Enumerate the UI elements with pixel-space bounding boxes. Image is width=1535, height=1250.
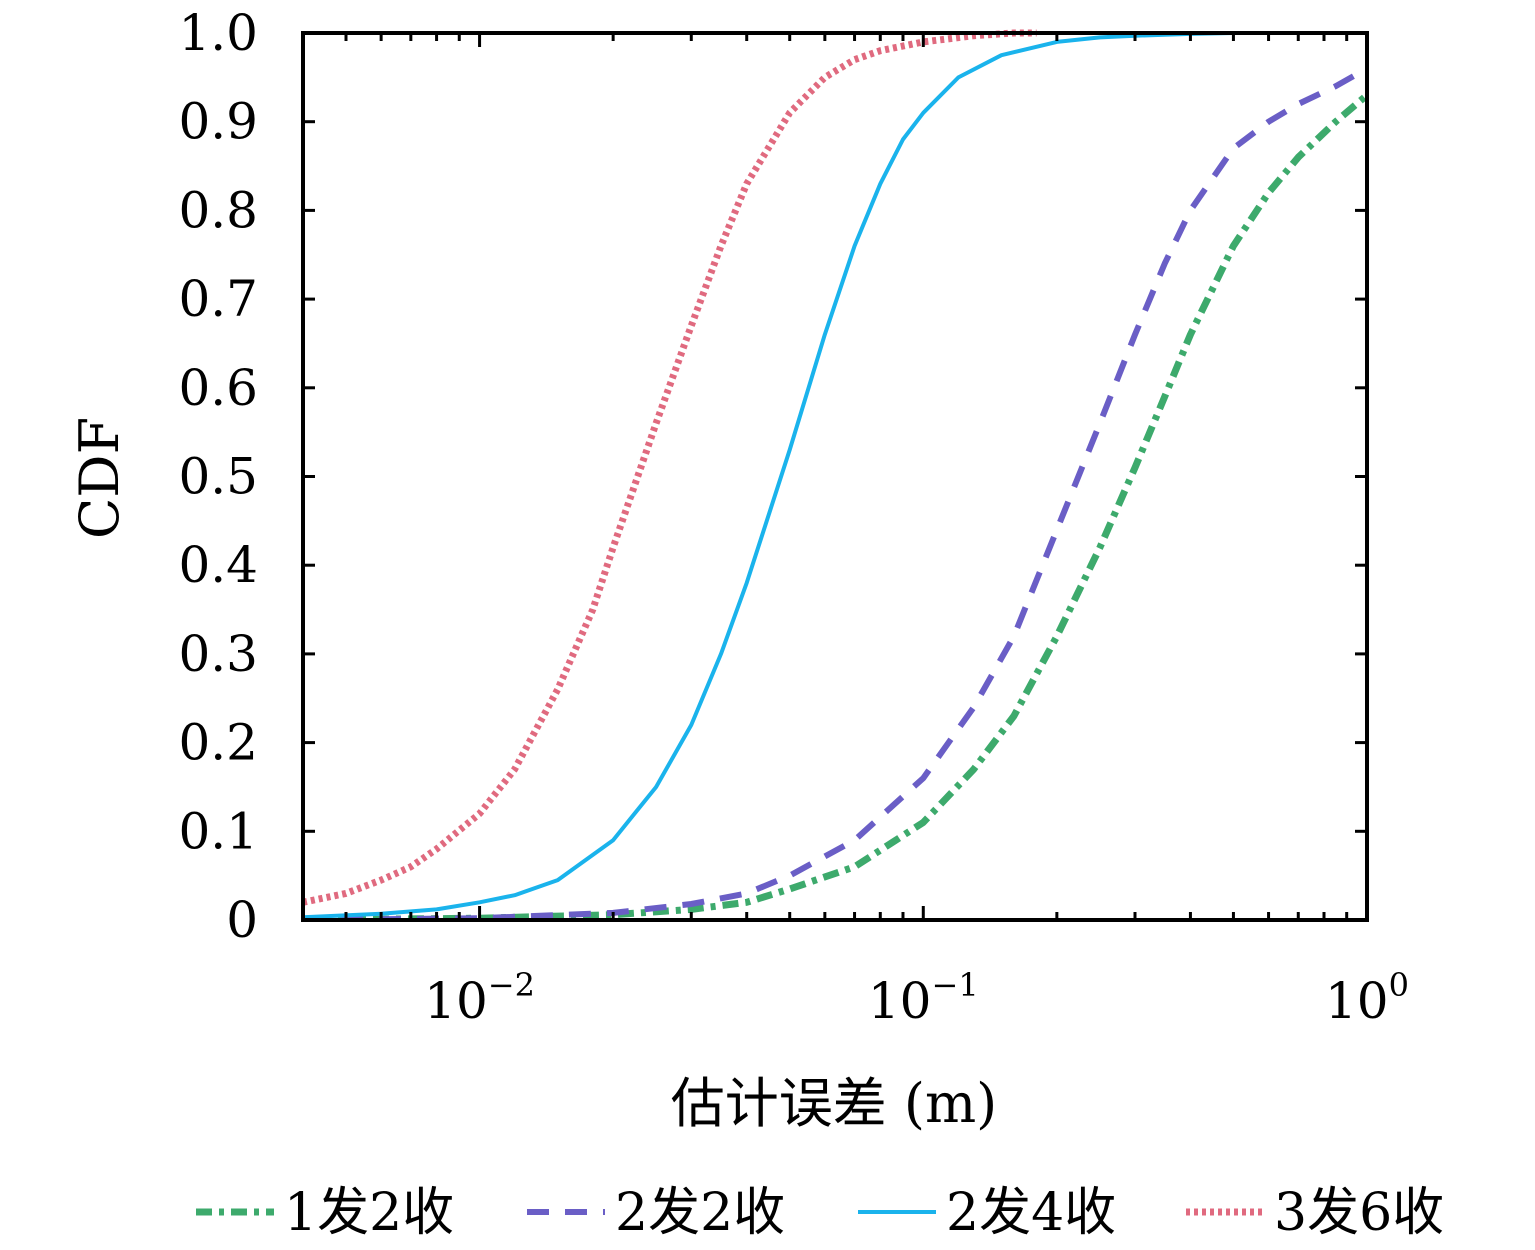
y-tick-label: 0.6 bbox=[178, 359, 258, 417]
plot-area bbox=[303, 29, 1367, 920]
y-tick-label: 0.7 bbox=[178, 270, 258, 328]
y-tick-label: 0.4 bbox=[178, 536, 258, 594]
legend-item-1: 1发2收 bbox=[196, 1183, 454, 1243]
x-tick-label: 10−1 bbox=[868, 966, 979, 1030]
plot-frame bbox=[301, 31, 1369, 922]
legend-label: 2发4收 bbox=[946, 1183, 1116, 1243]
y-tick-label: 0.5 bbox=[178, 448, 258, 506]
y-tick-label: 1.0 bbox=[178, 4, 258, 62]
legend-item-2: 2发2收 bbox=[527, 1183, 785, 1243]
y-tick-label: 0.8 bbox=[178, 181, 258, 239]
series-line-1 bbox=[303, 92, 1367, 920]
legend-label: 1发2收 bbox=[284, 1183, 454, 1243]
series-line-3 bbox=[303, 31, 1367, 920]
x-tick-label: 100 bbox=[1325, 966, 1409, 1030]
y-tick-label: 0 bbox=[226, 891, 258, 949]
series-line-4 bbox=[303, 29, 1037, 906]
legend-label: 2发2收 bbox=[615, 1183, 785, 1243]
y-tick-label: 0.1 bbox=[178, 802, 258, 860]
legend: 1发2收 2发2收 2发4收 3发6收 bbox=[196, 1183, 1444, 1243]
legend-item-3: 2发4收 bbox=[858, 1183, 1116, 1243]
y-axis-title: CDF bbox=[68, 417, 131, 539]
y-tick-label: 0.2 bbox=[178, 714, 258, 772]
legend-item-4: 3发6收 bbox=[1186, 1183, 1444, 1243]
axes: 0 0.1 0.2 0.3 0.4 0.5 0.6 0.7 0.8 0.9 1.0 10−2 10−1 1… bbox=[178, 4, 1409, 1030]
series-line-2 bbox=[303, 65, 1367, 920]
y-tick-label: 0.9 bbox=[178, 93, 258, 151]
x-axis-title: 估计误差 (m) bbox=[671, 1072, 998, 1135]
y-tick-label: 0.3 bbox=[178, 625, 258, 683]
x-tick-label: 10−2 bbox=[424, 966, 535, 1030]
legend-label: 3发6收 bbox=[1274, 1183, 1444, 1243]
